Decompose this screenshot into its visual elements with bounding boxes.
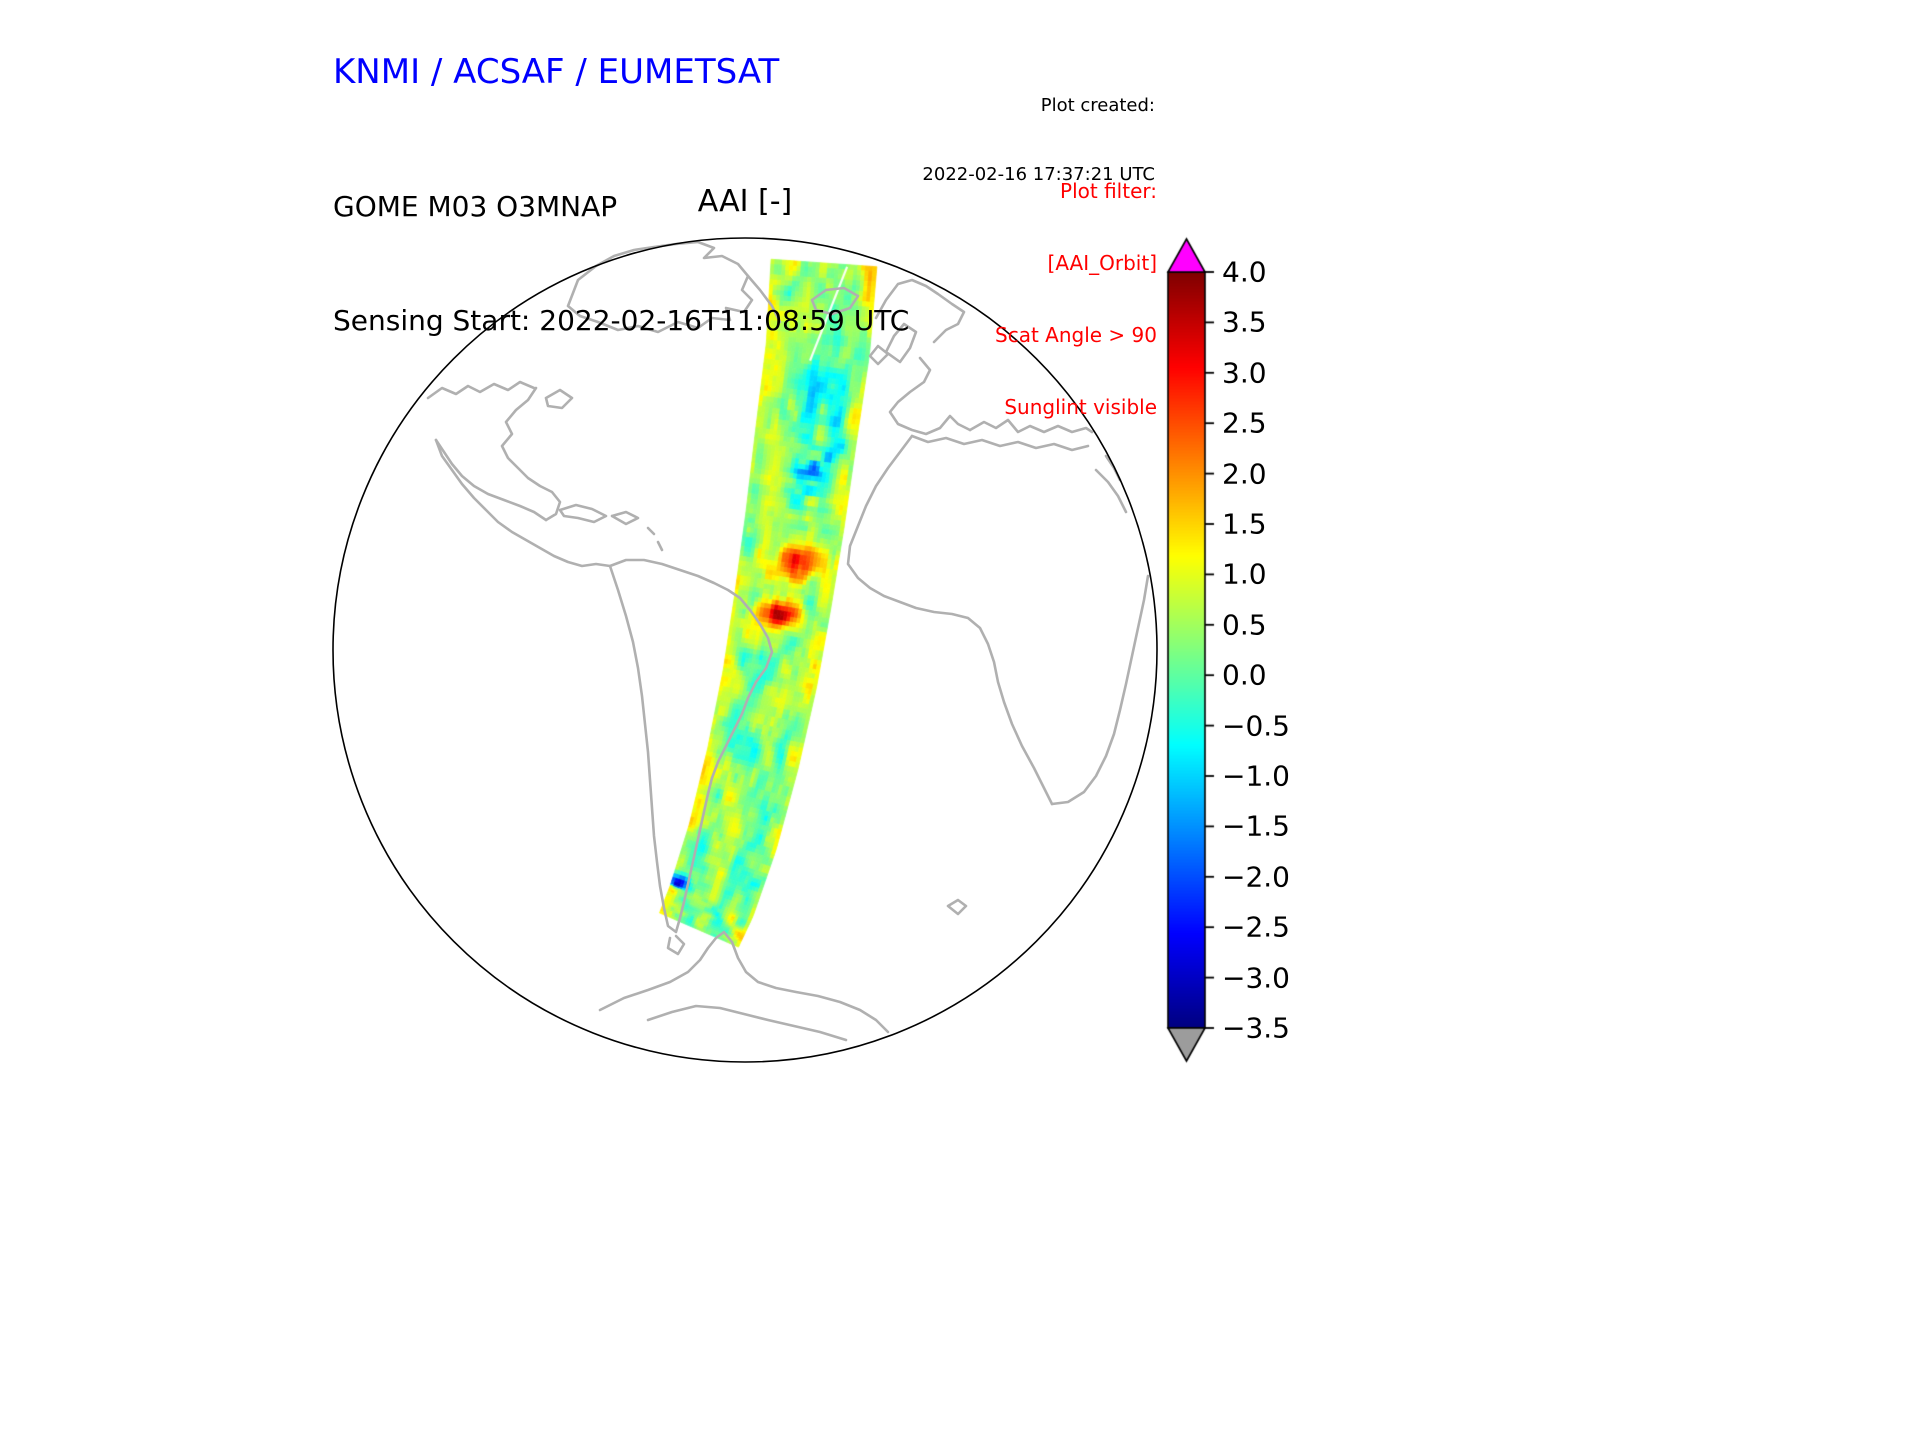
plot-filter-line-3: Sunglint visible	[1004, 395, 1157, 419]
colorbar-tick-label: 2.0	[1222, 457, 1267, 491]
plot-title: AAI [-]	[697, 184, 793, 219]
colorbar-tick-label: 0.0	[1222, 658, 1267, 692]
colorbar-tick-label: 3.5	[1222, 305, 1267, 339]
colorbar-tick-label: −3.5	[1222, 1011, 1290, 1045]
colorbar-tick-label: 3.0	[1222, 356, 1267, 390]
sensing-start: Sensing Start: 2022-02-16T11:08:59 UTC	[333, 304, 910, 337]
plot-filter-block: Plot filter: [AAI_Orbit] Scat Angle > 90…	[995, 131, 1157, 467]
colorbar-tick-label: −2.0	[1222, 860, 1290, 894]
colorbar-tick-label: 1.0	[1222, 557, 1267, 591]
plot-created-value: 2022-02-16 17:37:21 UTC	[922, 164, 1155, 185]
colorbar-tick-label: 2.5	[1222, 406, 1267, 440]
colorbar-tick-label: 1.5	[1222, 507, 1267, 541]
plot-filter-line-1: [AAI_Orbit]	[1047, 251, 1157, 275]
plot-created-block: Plot created: 2022-02-16 17:37:21 UTC	[922, 48, 1155, 232]
colorbar-tick-label: 0.5	[1222, 608, 1267, 642]
colorbar-tick-label: −2.5	[1222, 910, 1290, 944]
colorbar-tick-label: −0.5	[1222, 709, 1290, 743]
colorbar-tick-label: −1.5	[1222, 809, 1290, 843]
agency-title: KNMI / ACSAF / EUMETSAT	[333, 52, 780, 92]
plot-filter-title: Plot filter:	[1060, 179, 1157, 203]
plot-created-label: Plot created:	[1040, 95, 1155, 116]
colorbar-tick-label: −3.0	[1222, 961, 1290, 995]
plot-filter-line-2: Scat Angle > 90	[995, 323, 1157, 347]
colorbar-tick-label: 4.0	[1222, 255, 1267, 289]
colorbar-tick-label: −1.0	[1222, 759, 1290, 793]
product-name: GOME M03 O3MNAP	[333, 190, 618, 223]
product-block: GOME M03 O3MNAP Sensing Start: 2022-02-1…	[333, 112, 909, 416]
